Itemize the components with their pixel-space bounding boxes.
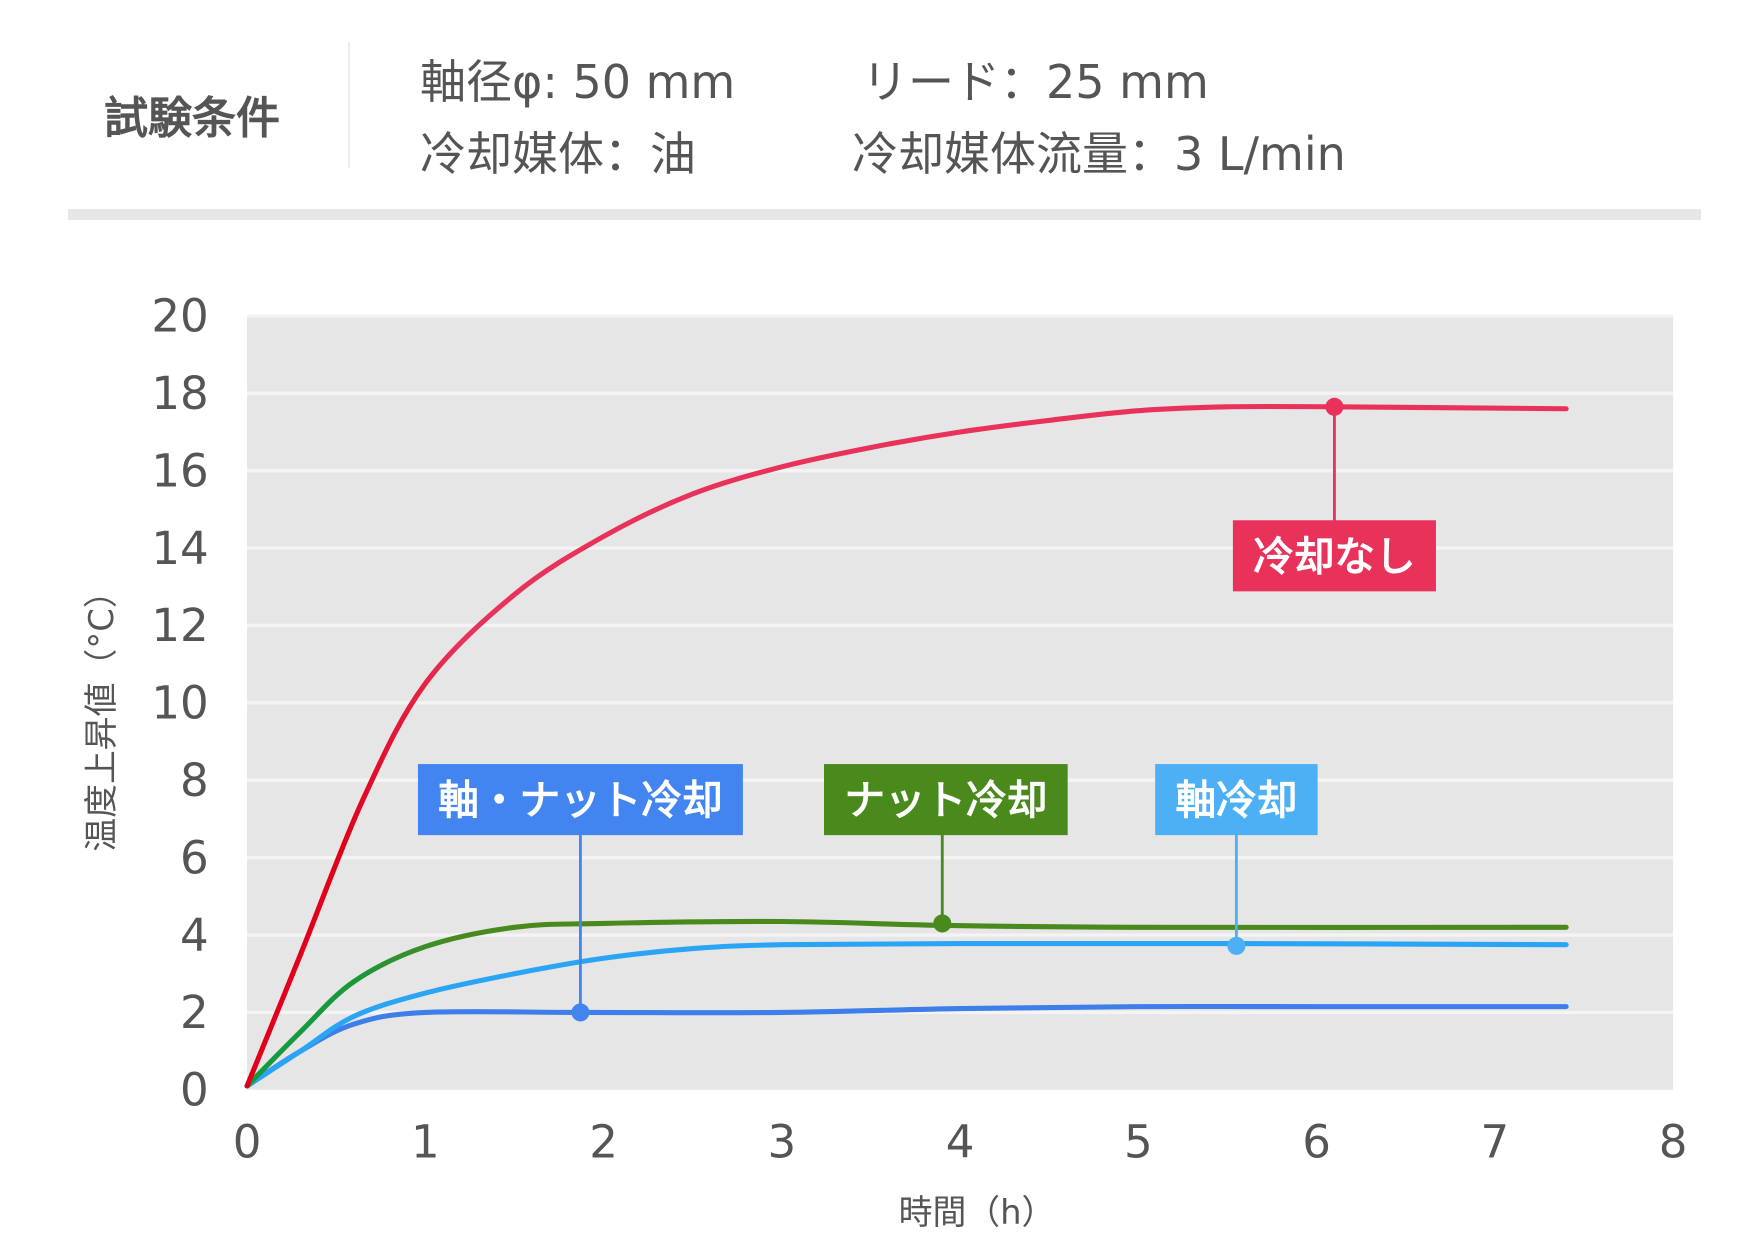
series-label-box [417, 764, 743, 836]
y-tick-label: 2 [180, 986, 209, 1039]
series-label-box [1232, 520, 1436, 592]
x-tick-label: 1 [411, 1116, 440, 1169]
series-label: ナット冷却 [844, 776, 1047, 824]
x-axis-label: 時間（h） [899, 1193, 1056, 1232]
header-rule [68, 209, 1701, 220]
series-marker [571, 1003, 590, 1022]
y-tick-label: 18 [151, 367, 208, 420]
header-divider [348, 42, 350, 168]
condition-lead: リード：25 mm [862, 55, 1209, 109]
series-label-box [1155, 764, 1318, 836]
condition-coolant: 冷却媒体：油 [420, 127, 696, 181]
series-label: 軸冷却 [1175, 776, 1297, 824]
y-tick-label: 8 [180, 754, 209, 807]
series-label: 軸・ナット冷却 [438, 776, 722, 824]
series-marker [933, 914, 952, 933]
series-label: 冷却なし [1253, 532, 1415, 580]
y-axis-label: 温度上昇値（°C） [82, 574, 121, 851]
y-tick-label: 12 [151, 599, 208, 652]
series-line [244, 403, 1569, 1089]
series-label-box [823, 764, 1068, 836]
x-tick-label: 6 [1302, 1116, 1331, 1169]
x-tick-label: 5 [1124, 1116, 1153, 1169]
x-tick-label: 8 [1659, 1116, 1688, 1169]
x-tick-label: 7 [1481, 1116, 1510, 1169]
series-line [244, 918, 1569, 1089]
test-conditions-title: 試験条件 [104, 93, 280, 144]
x-tick-label: 4 [946, 1116, 975, 1169]
y-tick-label: 0 [180, 1064, 209, 1117]
y-tick-label: 16 [151, 444, 208, 497]
series-marker [1227, 936, 1246, 955]
y-tick-label: 10 [151, 677, 208, 730]
y-tick-label: 6 [180, 831, 209, 884]
x-tick-label: 2 [589, 1116, 618, 1169]
condition-shaft-diameter: 軸径φ: 50 mm [420, 55, 736, 109]
series-line [244, 940, 1569, 1089]
x-tick-label: 0 [233, 1116, 262, 1169]
y-tick-label: 4 [180, 909, 209, 962]
series-marker [1325, 397, 1344, 416]
condition-coolant-flow: 冷却媒体流量：3 L/min [852, 127, 1346, 181]
series-line [244, 1003, 1569, 1089]
x-tick-label: 3 [767, 1116, 796, 1169]
y-tick-label: 20 [151, 290, 208, 343]
y-tick-label: 14 [151, 522, 208, 575]
